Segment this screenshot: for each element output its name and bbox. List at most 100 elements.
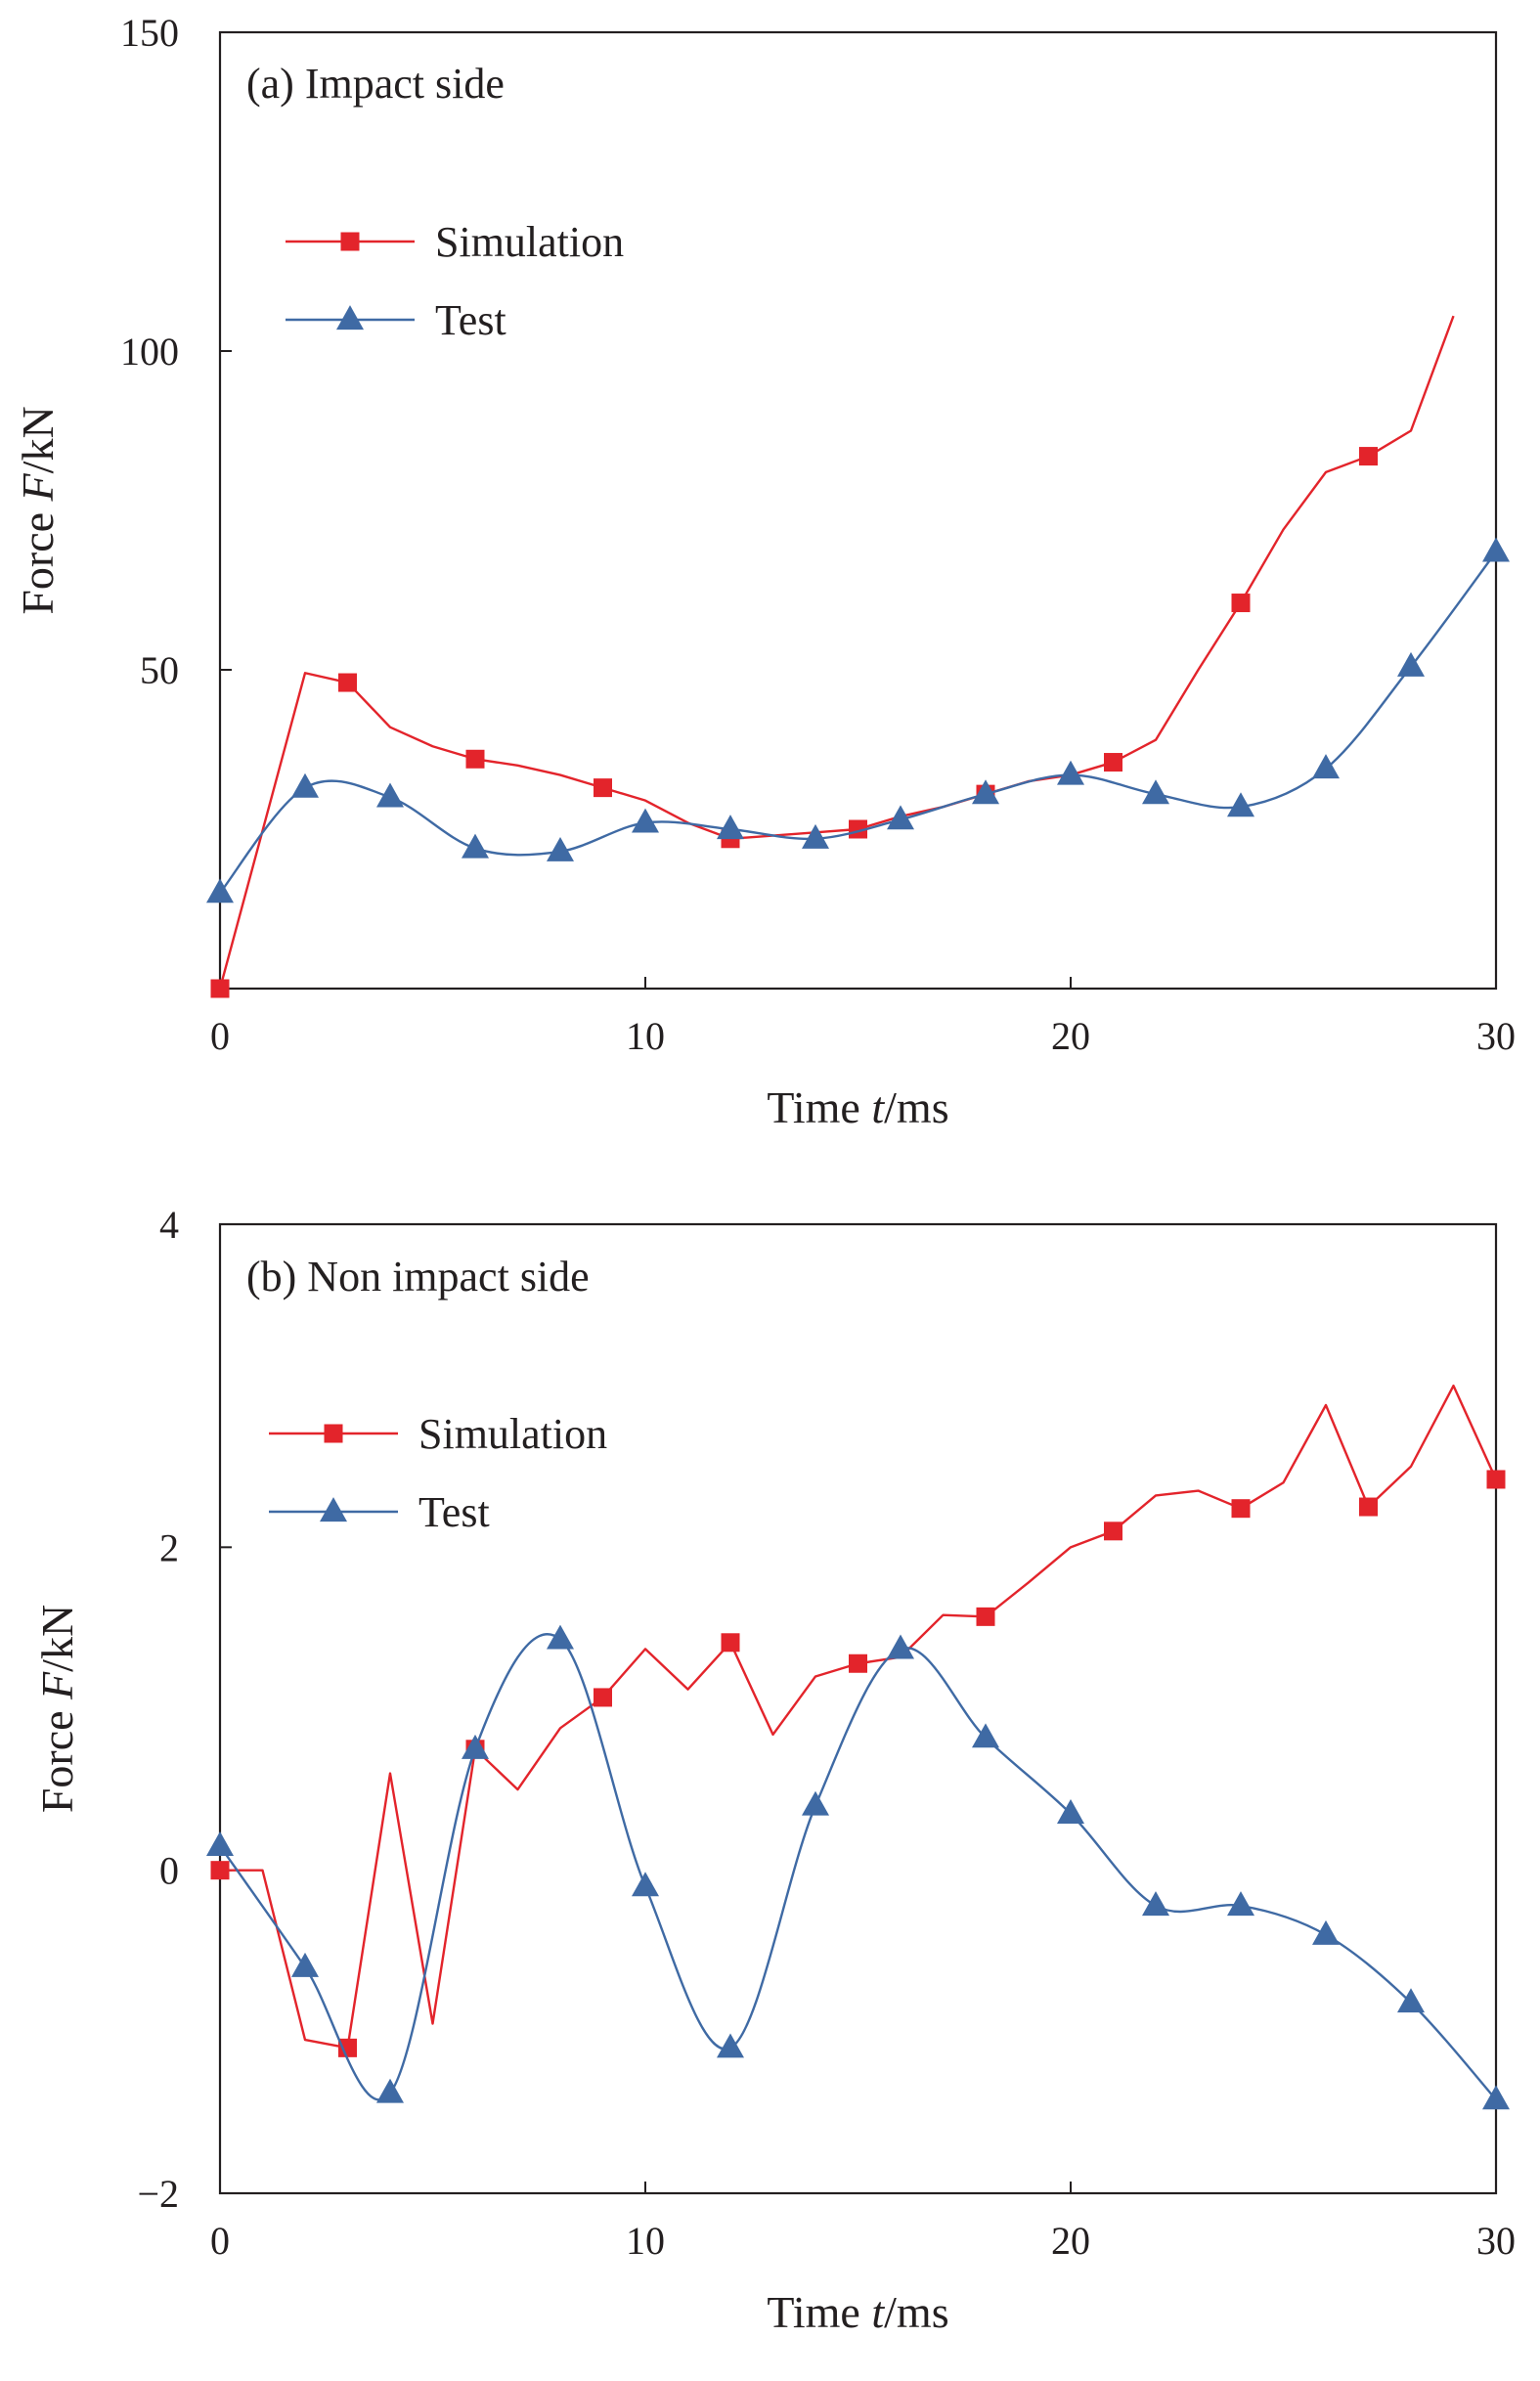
legend-marker-triangle — [320, 1497, 347, 1522]
data-point-triangle — [1057, 760, 1084, 785]
x-axis-title: Time t/ms — [767, 1082, 948, 1132]
y-tick-label: 100 — [120, 330, 179, 374]
data-point-square — [1231, 1499, 1251, 1519]
data-point-square — [1104, 753, 1122, 772]
data-point-triangle — [1482, 537, 1510, 562]
data-point-triangle — [632, 1872, 659, 1897]
data-point-triangle — [1142, 779, 1169, 805]
data-point-triangle — [547, 1624, 574, 1650]
x-axis-title-text: Time — [767, 1082, 871, 1132]
x-axis-variable: t — [871, 1082, 885, 1132]
data-point-triangle — [972, 779, 999, 805]
data-point-triangle — [462, 833, 489, 859]
series-simulation — [210, 1384, 1506, 2057]
x-axis-title-text: Time — [767, 2287, 871, 2337]
data-point-square — [465, 749, 485, 769]
series-line — [220, 315, 1455, 989]
legend-marker-square — [340, 232, 360, 251]
legend-entry-simulation: Simulation — [286, 218, 624, 266]
data-point-triangle — [802, 1790, 829, 1816]
y-tick-label: 0 — [159, 1849, 179, 1893]
data-point-triangle — [1482, 2085, 1510, 2110]
y-axis-unit: /kN — [32, 1605, 82, 1672]
x-tick-label: 30 — [1476, 2219, 1516, 2263]
data-point-triangle — [1397, 1988, 1425, 2013]
data-point-square — [1231, 594, 1251, 613]
legend-entry-test: Test — [286, 296, 506, 344]
x-tick-label: 20 — [1051, 2219, 1090, 2263]
data-point-triangle — [887, 805, 914, 830]
data-point-triangle — [376, 782, 404, 808]
series-test — [206, 537, 1510, 904]
data-point-square — [849, 1653, 867, 1673]
x-tick-label: 20 — [1051, 1014, 1090, 1058]
plot-frame — [218, 30, 1498, 991]
data-point-triangle — [802, 823, 829, 849]
x-tick-label: 0 — [210, 2219, 230, 2263]
data-point-square — [338, 2038, 357, 2057]
x-tick-label: 10 — [626, 2219, 665, 2263]
y-tick-label: −2 — [137, 2172, 179, 2216]
data-point-square — [1104, 1521, 1122, 1541]
y-axis-variable: F — [13, 472, 63, 502]
data-point-square — [1359, 1497, 1378, 1517]
data-point-triangle — [291, 1952, 319, 1977]
plot-frame — [218, 1222, 1498, 2195]
legend-entry-test: Test — [269, 1488, 490, 1536]
series-line — [220, 1384, 1496, 2050]
data-point-square — [594, 1688, 612, 1707]
data-point-square — [1486, 1470, 1506, 1489]
data-point-square — [210, 1861, 230, 1880]
legend-label: Test — [435, 296, 506, 344]
legend-label: Test — [418, 1488, 490, 1536]
data-point-triangle — [1227, 792, 1254, 817]
legend-entry-simulation: Simulation — [269, 1410, 607, 1458]
chart-panel-impact-side: 0 10 20 30 50 100 150 Time t/ms Force F/kN (a) Im… — [13, 11, 1516, 1132]
data-point-triangle — [1312, 754, 1340, 779]
legend-marker-triangle — [336, 305, 364, 331]
x-axis-variable: t — [871, 2287, 885, 2337]
data-point-triangle — [887, 1634, 914, 1659]
x-axis-unit: /ms — [884, 1082, 948, 1132]
data-point-square — [338, 673, 357, 692]
y-axis-title: Force F/kN — [32, 1605, 82, 1813]
data-point-triangle — [376, 2078, 404, 2103]
data-point-square — [849, 819, 867, 839]
data-point-triangle — [972, 1723, 999, 1748]
y-axis-title-text: Force — [32, 1699, 82, 1813]
data-point-triangle — [632, 808, 659, 833]
y-axis-variable: F — [32, 1671, 82, 1700]
x-tick-label: 30 — [1476, 1014, 1516, 1058]
y-axis-unit: /kN — [13, 406, 63, 473]
chart-panel-non-impact-side: 0 10 20 30 −2 0 2 4 Time t/ms Force F/kN (b) Non i… — [32, 1203, 1516, 2337]
data-point-triangle — [1057, 1798, 1084, 1824]
y-axis-title: Force F/kN — [13, 406, 63, 614]
series-simulation — [210, 315, 1455, 998]
data-point-triangle — [1227, 1891, 1254, 1917]
series-line — [220, 551, 1496, 894]
legend-label: Simulation — [435, 218, 624, 266]
x-tick-label: 10 — [626, 1014, 665, 1058]
data-point-triangle — [206, 1831, 234, 1856]
data-point-triangle — [717, 2033, 744, 2058]
legend-marker-square — [324, 1424, 343, 1443]
data-point-triangle — [717, 815, 744, 840]
data-point-square — [1359, 447, 1378, 466]
y-tick-label: 2 — [159, 1525, 179, 1569]
data-point-square — [976, 1607, 995, 1626]
y-tick-label: 50 — [140, 648, 179, 692]
panel-title: (b) Non impact side — [246, 1253, 590, 1301]
data-point-triangle — [206, 878, 234, 904]
data-point-triangle — [1397, 651, 1425, 677]
data-point-triangle — [1142, 1891, 1169, 1917]
y-tick-label: 4 — [159, 1203, 179, 1247]
x-axis-title: Time t/ms — [767, 2287, 948, 2337]
data-point-square — [594, 778, 612, 798]
data-point-triangle — [291, 772, 319, 798]
y-axis-title-text: Force — [13, 501, 63, 614]
series-line — [220, 1633, 1496, 2101]
data-point-triangle — [547, 836, 574, 861]
panel-title: (a) Impact side — [246, 60, 505, 108]
y-tick-label: 150 — [120, 11, 179, 55]
